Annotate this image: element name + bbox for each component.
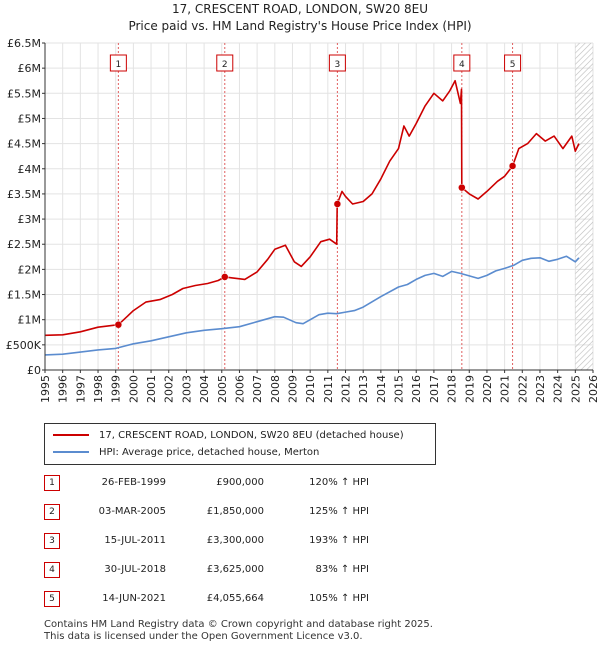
y-tick-label: £4M bbox=[18, 163, 42, 176]
property-price-line bbox=[44, 79, 580, 337]
x-tick-label: 2006 bbox=[233, 375, 246, 403]
sale-price: £900,000 bbox=[216, 477, 264, 488]
x-tick-label: 2011 bbox=[322, 375, 335, 403]
x-tick-label: 2005 bbox=[216, 375, 229, 403]
sale-date: 14-JUN-2021 bbox=[102, 593, 166, 604]
footer-copyright: Contains HM Land Registry data © Crown c… bbox=[44, 619, 433, 630]
sale-number: 4 bbox=[44, 562, 60, 578]
sale-date: 15-JUL-2011 bbox=[104, 535, 166, 546]
sale-label-box bbox=[109, 54, 127, 72]
x-tick-label: 1997 bbox=[74, 375, 87, 403]
legend-label-property: 17, CRESCENT ROAD, LONDON, SW20 8EU (det… bbox=[99, 430, 404, 441]
x-tick-label: 2016 bbox=[410, 375, 423, 403]
x-tick-label: 1995 bbox=[39, 375, 52, 403]
x-tick-label: 2019 bbox=[463, 375, 476, 403]
y-tick-label: £500K bbox=[6, 339, 42, 352]
sale-point bbox=[333, 200, 342, 208]
sale-number: 3 bbox=[44, 533, 60, 549]
sale-label-box bbox=[453, 54, 471, 72]
x-tick-label: 2012 bbox=[340, 375, 353, 403]
y-tick-label: £2.5M bbox=[7, 238, 41, 251]
y-tick-label: £5M bbox=[18, 112, 42, 125]
sale-label: 5 bbox=[510, 60, 516, 70]
x-tick-label: 2025 bbox=[569, 375, 582, 403]
sale-number: 1 bbox=[44, 475, 60, 491]
sale-label-box bbox=[216, 54, 234, 72]
x-tick-label: 2017 bbox=[428, 375, 441, 403]
y-tick-label: £3M bbox=[18, 213, 42, 226]
x-tick-label: 2000 bbox=[127, 375, 140, 403]
chart-subtitle: Price paid vs. HM Land Registry's House … bbox=[128, 19, 472, 33]
x-tick-label: 2024 bbox=[552, 375, 565, 403]
sale-hpi: 120% ↑ HPI bbox=[309, 477, 369, 488]
y-tick-label: £1.5M bbox=[7, 289, 41, 302]
sale-number: 2 bbox=[44, 504, 60, 520]
x-tick-label: 1999 bbox=[110, 375, 123, 403]
x-tick-label: 2008 bbox=[269, 375, 282, 403]
hpi-line bbox=[44, 255, 580, 356]
price-chart: 1 2 3 4 5 £0 £500K £1M £1.5M £2M £2.5M £3M £3.5M £4M £… bbox=[6, 37, 600, 403]
x-tick-label: 2013 bbox=[357, 375, 370, 403]
sale-label-box bbox=[328, 54, 346, 72]
x-tick-label: 2015 bbox=[393, 375, 406, 403]
sale-number: 5 bbox=[44, 591, 60, 607]
x-tick-label: 2002 bbox=[163, 375, 176, 403]
sale-date: 03-MAR-2005 bbox=[98, 506, 166, 517]
x-tick-label: 2018 bbox=[446, 375, 459, 403]
forecast-hatch bbox=[575, 43, 593, 370]
x-tick-label: 2026 bbox=[587, 375, 600, 403]
legend-item-property: 17, CRESCENT ROAD, LONDON, SW20 8EU (det… bbox=[53, 428, 404, 444]
sale-point bbox=[508, 162, 517, 170]
sale-label: 2 bbox=[222, 60, 228, 70]
y-tick-label: £5.5M bbox=[7, 87, 41, 100]
sale-label: 1 bbox=[115, 60, 121, 70]
y-tick-label: £0 bbox=[27, 364, 41, 377]
sale-point bbox=[114, 320, 123, 329]
sale-label-box bbox=[504, 54, 522, 72]
y-tick-label: £1M bbox=[18, 314, 42, 327]
legend-swatch-property bbox=[53, 434, 89, 436]
legend-label-hpi: HPI: Average price, detached house, Mert… bbox=[99, 447, 320, 458]
x-tick-label: 2021 bbox=[499, 375, 512, 403]
footer-license: This data is licensed under the Open Gov… bbox=[44, 631, 363, 642]
x-tick-label: 2014 bbox=[375, 375, 388, 403]
legend-swatch-hpi bbox=[53, 451, 89, 453]
x-tick-label: 2004 bbox=[198, 375, 211, 403]
sale-price: £1,850,000 bbox=[206, 506, 264, 517]
sale-hpi: 83% ↑ HPI bbox=[315, 564, 369, 575]
x-tick-label: 2001 bbox=[145, 375, 158, 403]
x-tick-label: 2023 bbox=[534, 375, 547, 403]
y-tick-label: £6M bbox=[18, 62, 42, 75]
x-tick-label: 2022 bbox=[516, 375, 529, 403]
x-tick-label: 2007 bbox=[251, 375, 264, 403]
sale-price: £3,625,000 bbox=[206, 564, 264, 575]
x-tick-label: 1998 bbox=[92, 375, 105, 403]
sale-price: £3,300,000 bbox=[206, 535, 264, 546]
sale-price: £4,055,664 bbox=[206, 593, 264, 604]
x-tick-label: 2020 bbox=[481, 375, 494, 403]
sale-label: 4 bbox=[459, 60, 465, 70]
sale-hpi: 193% ↑ HPI bbox=[309, 535, 369, 546]
sale-point bbox=[458, 183, 466, 192]
legend-item-hpi: HPI: Average price, detached house, Mert… bbox=[53, 445, 319, 461]
sale-hpi: 105% ↑ HPI bbox=[309, 593, 369, 604]
x-tick-label: 1996 bbox=[57, 375, 70, 403]
footer: Contains HM Land Registry data © Crown c… bbox=[44, 619, 433, 643]
y-tick-label: £4.5M bbox=[7, 138, 41, 151]
y-tick-label: £3.5M bbox=[7, 188, 41, 201]
sale-point bbox=[221, 273, 229, 281]
x-tick-label: 2009 bbox=[286, 375, 299, 403]
x-tick-label: 2003 bbox=[180, 375, 193, 403]
sale-date: 26-FEB-1999 bbox=[101, 477, 166, 488]
y-tick-label: £6.5M bbox=[7, 37, 41, 50]
x-tick-label: 2010 bbox=[304, 375, 317, 403]
sale-date: 30-JUL-2018 bbox=[104, 564, 166, 575]
sale-hpi: 125% ↑ HPI bbox=[309, 506, 369, 517]
sale-label: 3 bbox=[335, 60, 341, 70]
legend: 17, CRESCENT ROAD, LONDON, SW20 8EU (det… bbox=[44, 423, 436, 465]
y-tick-label: £2M bbox=[18, 263, 42, 276]
plot-area bbox=[45, 43, 593, 370]
chart-title: 17, CRESCENT ROAD, LONDON, SW20 8EU bbox=[171, 2, 429, 16]
